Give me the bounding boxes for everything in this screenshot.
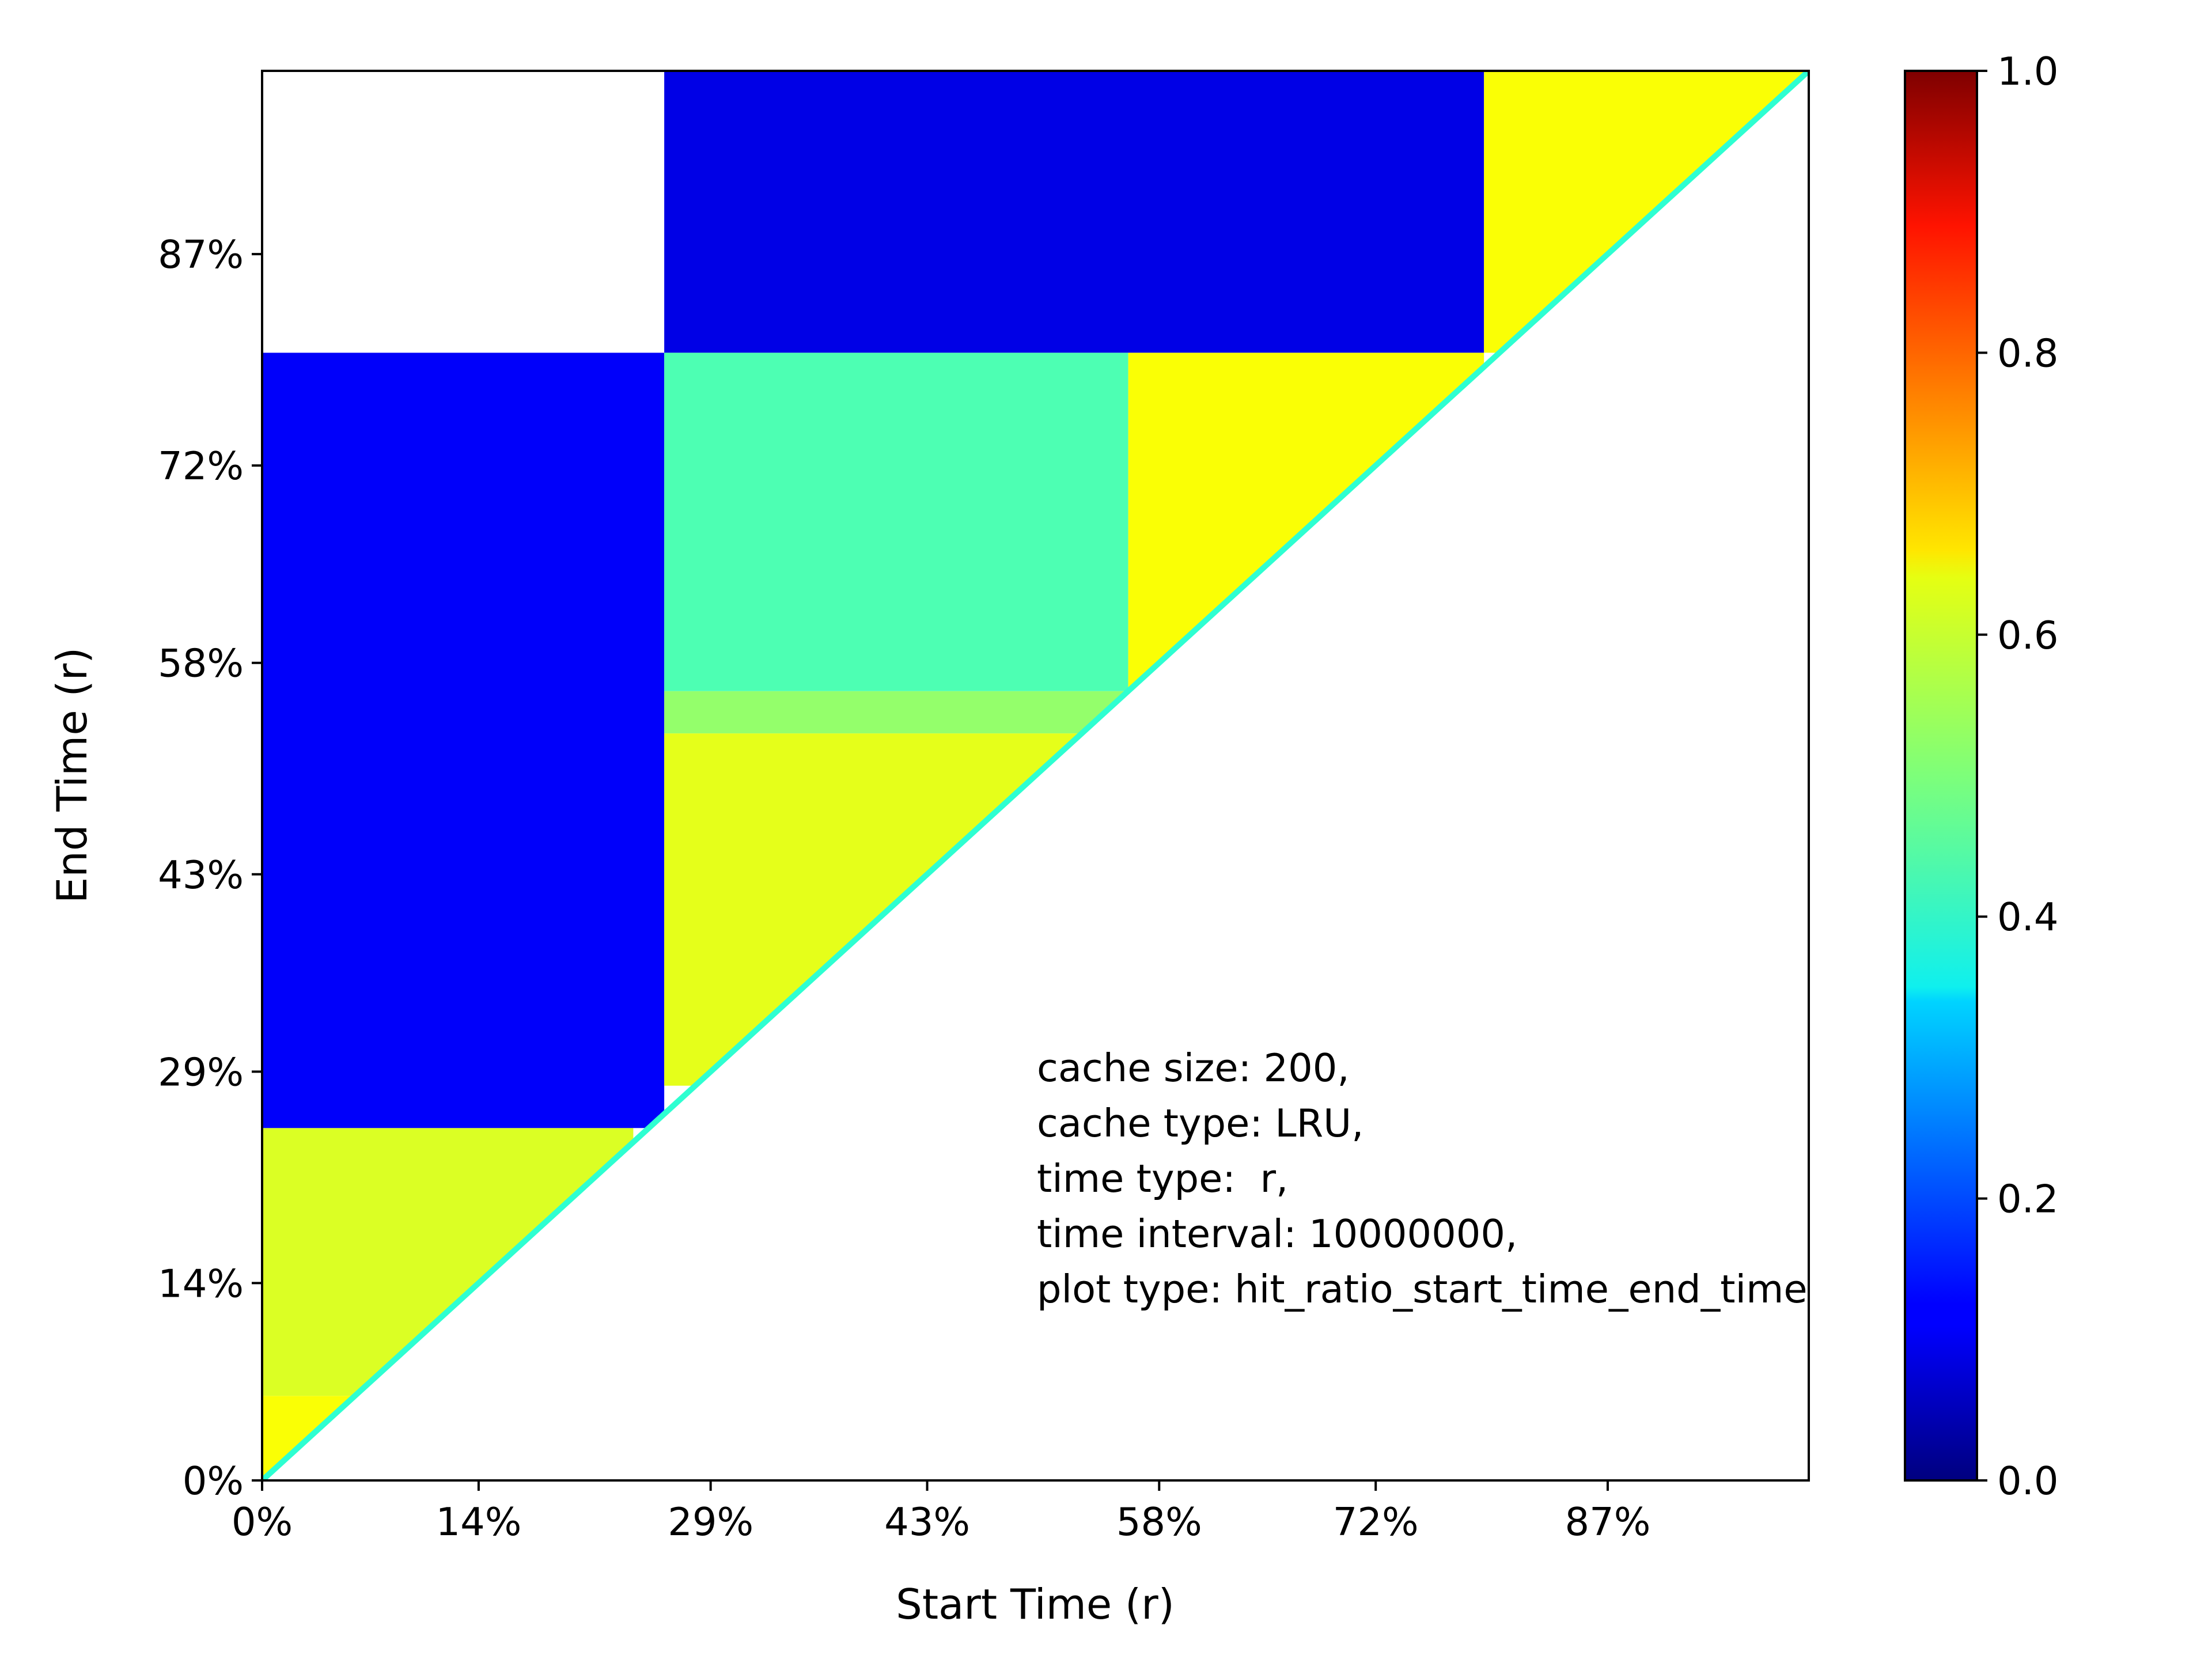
y-tick-label: 0% <box>183 1459 244 1503</box>
colorbar-ticks: 0.0 0.2 0.4 0.6 0.8 1.0 <box>1977 49 2059 1503</box>
heatmap-region-3 <box>664 71 1484 353</box>
x-axis-ticks: 0% 14% 29% 43% 58% 72% 87% <box>232 1480 1650 1544</box>
colorbar-tick-label: 0.6 <box>1997 613 2059 658</box>
annotation-line-cache-size: cache size: 200, <box>1037 1046 1350 1090</box>
heatmap-region-4 <box>664 733 1082 1086</box>
x-tick-label: 14% <box>435 1499 521 1544</box>
annotation-text: cache size: 200, cache type: LRU, time t… <box>1037 1046 1808 1312</box>
colorbar-tick-label: 0.0 <box>1997 1459 2059 1503</box>
y-tick-label: 29% <box>158 1050 244 1094</box>
heatmap-region-5 <box>664 691 1128 734</box>
heatmap-region-2 <box>262 353 665 1128</box>
x-tick-label: 58% <box>1116 1499 1202 1544</box>
y-tick-label: 14% <box>158 1261 244 1306</box>
x-axis-label: Start Time (r) <box>896 1580 1175 1628</box>
diagonal-edge <box>262 71 1809 1480</box>
x-tick-label: 29% <box>668 1499 753 1544</box>
y-axis-ticks: 0% 14% 29% 43% 58% 72% 87% <box>158 232 262 1503</box>
colorbar-tick-label: 0.8 <box>1997 331 2059 376</box>
y-tick-label: 43% <box>158 853 244 897</box>
colorbar-tick-label: 0.2 <box>1997 1177 2059 1222</box>
heatmap-region-1 <box>262 1128 634 1396</box>
y-tick-label: 72% <box>158 444 244 488</box>
y-tick-label: 87% <box>158 232 244 277</box>
plot-frame <box>261 70 1810 1482</box>
colorbar <box>1904 70 1978 1482</box>
annotation-line-cache-type: cache type: LRU, <box>1037 1101 1363 1146</box>
x-tick-label: 87% <box>1565 1499 1650 1544</box>
heatmap-region-6 <box>664 353 1128 691</box>
heatmap-cells <box>262 71 1809 1480</box>
y-tick-label: 58% <box>158 641 244 686</box>
annotation-line-time-interval: time interval: 10000000, <box>1037 1211 1517 1256</box>
colorbar-tick-label: 1.0 <box>1997 49 2059 94</box>
x-tick-label: 0% <box>232 1499 293 1544</box>
annotation-line-time-type: time type: r, <box>1037 1156 1288 1201</box>
x-tick-label: 43% <box>884 1499 970 1544</box>
colorbar-tick-label: 0.4 <box>1997 895 2059 940</box>
y-axis-label: End Time (r) <box>48 647 96 904</box>
annotation-line-plot-type: plot type: hit_ratio_start_time_end_time <box>1037 1267 1808 1312</box>
x-tick-label: 72% <box>1333 1499 1419 1544</box>
